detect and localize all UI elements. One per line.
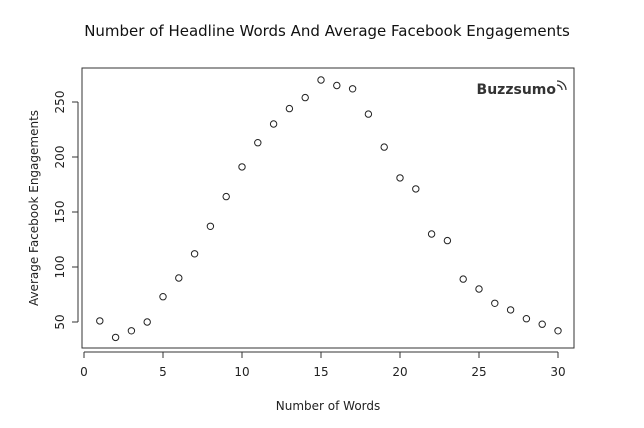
data-point [522,315,531,323]
y-axis-label: Average Facebook Engagements [27,110,41,306]
plot-area-frame [81,67,575,349]
data-point [159,293,167,301]
buzzsumo-logo: Buzzsumo [477,80,567,98]
data-point [459,275,467,283]
x-tick-label: 15 [313,365,328,379]
data-point [127,327,136,335]
brand-text: Buzzsumo [477,82,557,98]
data-point [348,85,357,93]
y-tick-label: 100 [53,256,67,279]
data-points [96,76,562,342]
data-point [222,192,230,201]
y-tick-label: 150 [53,201,67,224]
x-tick-label: 10 [234,365,249,379]
y-axis: 50 100 150 200 250 [53,91,79,330]
data-point [380,143,388,151]
data-point [190,250,199,258]
data-point [269,120,278,128]
data-point [238,163,246,171]
data-point [506,306,515,314]
data-point [443,236,452,245]
data-point [254,139,262,147]
data-point [396,174,404,182]
x-tick-label: 5 [159,365,167,379]
x-axis: 0 5 10 15 20 25 30 [80,351,566,379]
data-point [206,222,215,231]
signal-icon [556,80,567,91]
data-point [491,299,499,307]
x-tick-label: 20 [392,365,407,379]
x-axis-label: Number of Words [276,399,381,413]
y-tick-label: 50 [53,314,67,329]
x-tick-label: 30 [550,365,565,379]
y-tick-label: 250 [53,91,67,114]
data-point [412,185,420,193]
chart-title: Number of Headline Words And Average Fac… [84,22,570,40]
data-point [175,274,183,282]
data-point [427,230,436,238]
x-tick-label: 0 [80,365,88,379]
data-point [111,333,120,342]
data-point [96,317,104,325]
data-point [317,76,325,84]
data-point [554,327,562,335]
x-tick-label: 25 [471,365,486,379]
data-point [475,285,483,293]
data-point [301,93,309,102]
data-point [333,81,341,90]
y-tick-label: 200 [53,146,67,169]
data-point [285,104,294,113]
data-point [143,318,151,326]
data-point [538,320,546,328]
data-point [364,110,373,118]
